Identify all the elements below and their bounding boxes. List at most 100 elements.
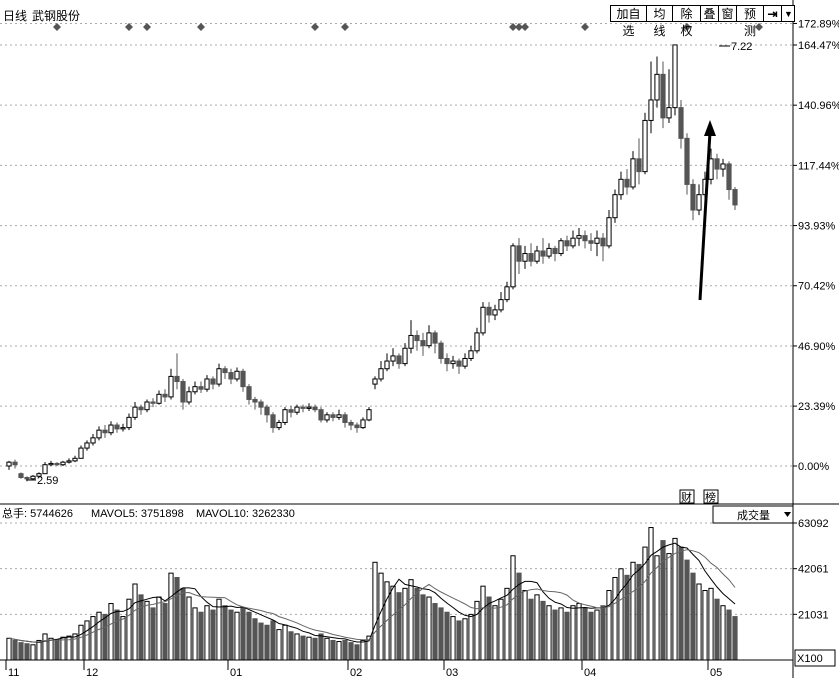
- candle[interactable]: [318, 407, 324, 423]
- candle[interactable]: [654, 56, 660, 108]
- candle[interactable]: [642, 112, 648, 175]
- diamond-icon[interactable]: [755, 23, 763, 31]
- candle[interactable]: [678, 99, 684, 149]
- candle[interactable]: [534, 245, 540, 264]
- candle[interactable]: [384, 353, 390, 372]
- candle[interactable]: [198, 381, 204, 394]
- candle[interactable]: [492, 304, 498, 321]
- ex-rights-button[interactable]: 除权: [672, 5, 701, 38]
- candle[interactable]: [552, 245, 558, 262]
- diamond-icon[interactable]: [509, 23, 517, 31]
- candle[interactable]: [276, 419, 282, 431]
- candle[interactable]: [624, 169, 630, 195]
- indicator-select[interactable]: [712, 505, 794, 524]
- candle[interactable]: [324, 412, 330, 423]
- candle[interactable]: [480, 302, 486, 336]
- candle[interactable]: [114, 422, 120, 433]
- candle[interactable]: [150, 398, 156, 408]
- candle[interactable]: [300, 404, 306, 413]
- candle[interactable]: [102, 425, 108, 438]
- candle[interactable]: [516, 238, 522, 275]
- diamond-icon[interactable]: [125, 23, 133, 31]
- candle[interactable]: [660, 61, 666, 129]
- candle[interactable]: [696, 184, 702, 216]
- candle[interactable]: [564, 235, 570, 251]
- candle[interactable]: [558, 238, 564, 257]
- candle[interactable]: [588, 233, 594, 251]
- diamond-icon[interactable]: [521, 23, 529, 31]
- candle[interactable]: [336, 409, 342, 420]
- candle[interactable]: [690, 179, 696, 221]
- candle[interactable]: [186, 386, 192, 405]
- triangle-down-icon[interactable]: ▼: [781, 5, 795, 22]
- candle[interactable]: [732, 186, 738, 211]
- candle[interactable]: [48, 460, 54, 466]
- candle[interactable]: [672, 44, 678, 116]
- candle[interactable]: [522, 245, 528, 269]
- candle[interactable]: [132, 402, 138, 420]
- candle[interactable]: [168, 368, 174, 400]
- candle[interactable]: [486, 302, 492, 323]
- forecast-button[interactable]: 预测: [736, 5, 764, 38]
- candle[interactable]: [636, 138, 642, 185]
- diamond-icon[interactable]: [683, 23, 691, 31]
- candle[interactable]: [450, 355, 456, 369]
- candle[interactable]: [594, 230, 600, 257]
- candle[interactable]: [126, 413, 132, 431]
- candle[interactable]: [234, 367, 240, 382]
- candle[interactable]: [240, 368, 246, 392]
- candle[interactable]: [66, 458, 72, 464]
- candle[interactable]: [18, 472, 24, 479]
- diamond-icon[interactable]: [581, 23, 589, 31]
- candle[interactable]: [684, 133, 690, 195]
- candle[interactable]: [270, 412, 276, 433]
- candle[interactable]: [36, 472, 42, 478]
- candle[interactable]: [354, 422, 360, 433]
- finance-marker[interactable]: 财: [681, 490, 692, 504]
- candle[interactable]: [540, 238, 546, 264]
- candle[interactable]: [468, 345, 474, 362]
- candle[interactable]: [228, 368, 234, 385]
- candle[interactable]: [72, 455, 78, 463]
- candle[interactable]: [528, 243, 534, 267]
- candle[interactable]: [612, 189, 618, 223]
- candle[interactable]: [78, 445, 84, 459]
- candle[interactable]: [720, 158, 726, 177]
- candle[interactable]: [120, 423, 126, 432]
- window-button[interactable]: 窗: [718, 5, 737, 22]
- candle[interactable]: [330, 412, 336, 422]
- candle[interactable]: [462, 353, 468, 369]
- diamond-icon[interactable]: [515, 23, 523, 31]
- candle[interactable]: [402, 343, 408, 367]
- candle[interactable]: [438, 340, 444, 364]
- candle[interactable]: [504, 281, 510, 303]
- diamond-icon[interactable]: [143, 23, 151, 31]
- candle[interactable]: [204, 375, 210, 392]
- add-watchlist-button[interactable]: 加自选: [610, 5, 647, 38]
- candle[interactable]: [282, 407, 288, 426]
- candle[interactable]: [180, 378, 186, 410]
- candle[interactable]: [108, 421, 114, 436]
- candle[interactable]: [576, 227, 582, 246]
- candle[interactable]: [192, 381, 198, 395]
- candle[interactable]: [426, 325, 432, 349]
- candle[interactable]: [378, 361, 384, 382]
- candle[interactable]: [432, 330, 438, 354]
- candle[interactable]: [306, 403, 312, 411]
- candle[interactable]: [600, 233, 606, 262]
- candle[interactable]: [6, 460, 12, 470]
- candle[interactable]: [342, 412, 348, 428]
- candle[interactable]: [618, 171, 624, 200]
- candle[interactable]: [366, 407, 372, 422]
- candle[interactable]: [546, 243, 552, 259]
- candle[interactable]: [258, 399, 264, 415]
- candle[interactable]: [420, 332, 426, 356]
- diamond-icon[interactable]: [311, 23, 319, 31]
- candle[interactable]: [648, 61, 654, 134]
- candle[interactable]: [474, 327, 480, 354]
- candle[interactable]: [666, 69, 672, 123]
- candle[interactable]: [360, 417, 366, 429]
- moving-average-button[interactable]: 均线: [646, 5, 673, 38]
- candle[interactable]: [498, 291, 504, 313]
